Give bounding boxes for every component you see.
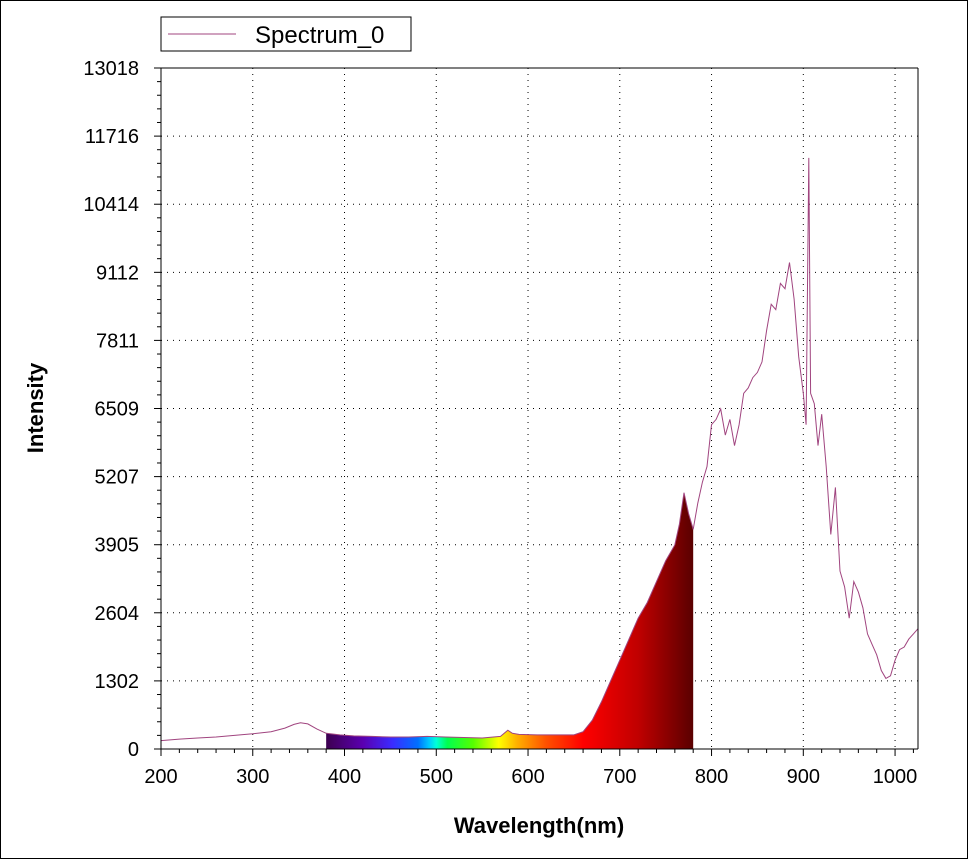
y-tick-label: 3905: [95, 535, 140, 557]
y-tick-label: 11716: [85, 126, 139, 148]
x-tick-label: 900: [787, 766, 820, 788]
legend: Spectrum_0: [160, 16, 412, 52]
x-tick-label: 400: [328, 766, 361, 788]
x-tick-label: 600: [511, 766, 544, 788]
y-tick-label: 10414: [83, 194, 139, 216]
y-tick-label: 13018: [83, 58, 139, 80]
x-tick-label: 800: [695, 766, 728, 788]
x-tick-label: 1000: [873, 766, 918, 788]
x-tick-label: 300: [236, 766, 269, 788]
x-axis-title: Wavelength(nm): [454, 813, 624, 838]
spectrum-line: [160, 157, 919, 742]
y-tick-label: 6509: [95, 399, 140, 421]
visible-spectrum-fill: [326, 492, 694, 749]
y-tick-label: 9112: [96, 262, 139, 284]
y-tick-label: 2604: [95, 603, 140, 625]
y-axis-title: Intensity: [23, 362, 48, 453]
x-tick-label: 200: [144, 766, 177, 788]
y-tick-label: 7811: [96, 330, 139, 352]
x-tick-label: 700: [603, 766, 636, 788]
x-tick-label: 500: [420, 766, 453, 788]
y-tick-label: 0: [128, 739, 139, 761]
y-tick-label: 5207: [95, 467, 140, 489]
legend-label: Spectrum_0: [255, 22, 384, 49]
y-tick-label: 1302: [95, 671, 140, 693]
